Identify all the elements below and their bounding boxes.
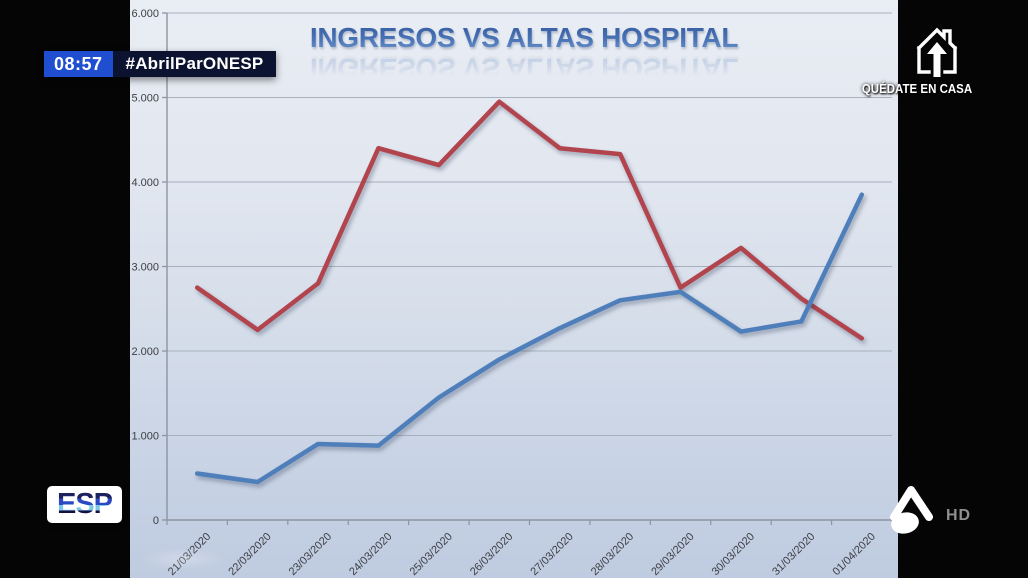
right-letterbox-bar (898, 0, 1028, 578)
hd-label: HD (946, 507, 972, 524)
chart-slide: 01.0002.0003.0004.0005.0006.00021/03/202… (130, 0, 898, 578)
antena3-a-icon (890, 486, 933, 534)
svg-text:2.000: 2.000 (131, 346, 159, 358)
svg-text:3.000: 3.000 (131, 262, 159, 274)
svg-text:5.000: 5.000 (131, 93, 159, 105)
left-letterbox-bar (0, 0, 130, 578)
svg-text:4.000: 4.000 (131, 177, 159, 189)
svg-text:22/03/2020: 22/03/2020 (226, 531, 273, 578)
svg-text:6.000: 6.000 (131, 8, 159, 20)
svg-text:1.000: 1.000 (131, 431, 159, 443)
stay-home-overlay: QUÉDATE EN CASA (852, 22, 982, 96)
svg-text:31/03/2020: 31/03/2020 (770, 531, 817, 578)
stay-home-label: QUÉDATE EN CASA (861, 82, 973, 96)
svg-text:01/04/2020: 01/04/2020 (830, 531, 877, 578)
broadcast-badges: 08:57 #AbrilParONESP (44, 51, 277, 77)
svg-text:26/03/2020: 26/03/2020 (468, 531, 515, 578)
svg-text:0: 0 (153, 515, 159, 527)
svg-text:24/03/2020: 24/03/2020 (347, 531, 394, 578)
esp-logo-text: ESP (56, 488, 113, 520)
svg-text:29/03/2020: 29/03/2020 (649, 531, 696, 578)
house-arrow-up-icon (916, 27, 958, 77)
svg-text:25/03/2020: 25/03/2020 (408, 531, 455, 578)
chart-title: INGRESOS VS ALTAS HOSPITAL (130, 22, 898, 54)
svg-text:27/03/2020: 27/03/2020 (528, 531, 575, 578)
antena3-logo (887, 484, 935, 541)
time-badge: 08:57 (44, 51, 113, 77)
svg-text:23/03/2020: 23/03/2020 (287, 531, 334, 578)
line-chart: 01.0002.0003.0004.0005.0006.00021/03/202… (131, 8, 893, 578)
hashtag-badge: #AbrilParONESP (112, 51, 277, 77)
svg-text:28/03/2020: 28/03/2020 (589, 531, 636, 578)
esp-logo-badge: ESP (47, 486, 122, 523)
svg-text:30/03/2020: 30/03/2020 (710, 531, 757, 578)
ghost-smudge (138, 548, 228, 570)
